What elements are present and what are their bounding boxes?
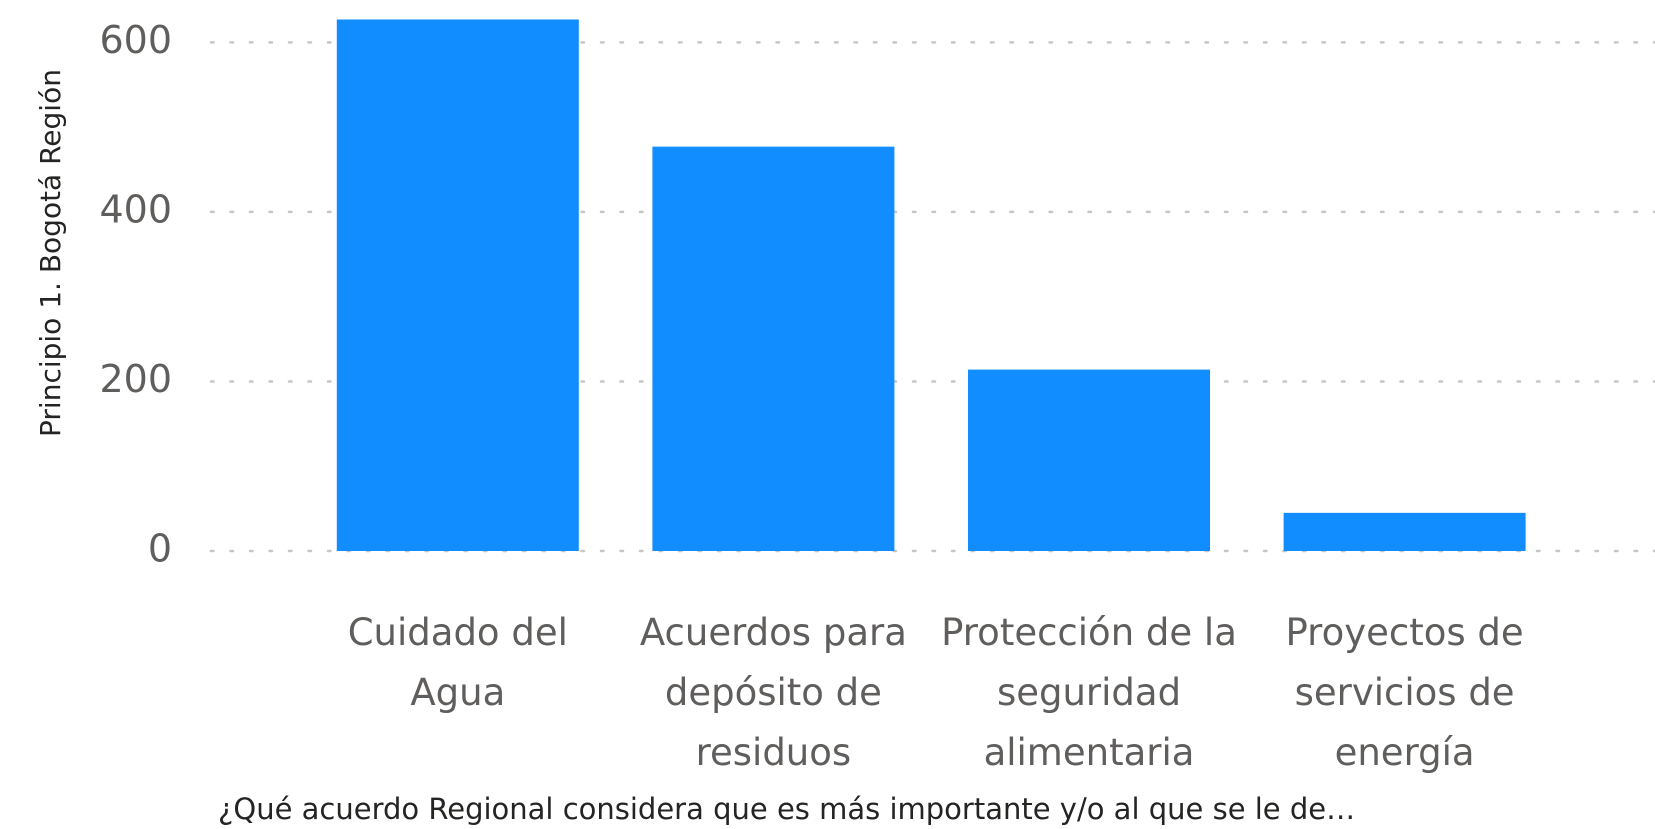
y-tick-label: 0 [148, 527, 172, 571]
bar [968, 369, 1210, 551]
bar [1283, 512, 1526, 551]
x-tick-label: Proyectos de servicios de energía [1285, 611, 1524, 774]
x-tick-label: Protección de la seguridad alimentaria [941, 611, 1237, 774]
bar [652, 146, 895, 552]
y-tick-label: 200 [99, 357, 172, 401]
x-tick-label: Acuerdos para depósito de residuos [639, 611, 907, 774]
bar [336, 19, 579, 551]
y-tick-label: 600 [99, 18, 172, 62]
y-axis-title: Principio 1. Bogotá Región [34, 69, 67, 437]
x-axis-title: ¿Qué acuerdo Regional considera que es m… [218, 792, 1356, 826]
y-tick-label: 400 [99, 187, 172, 231]
x-tick-label: Cuidado del Agua [347, 611, 568, 714]
